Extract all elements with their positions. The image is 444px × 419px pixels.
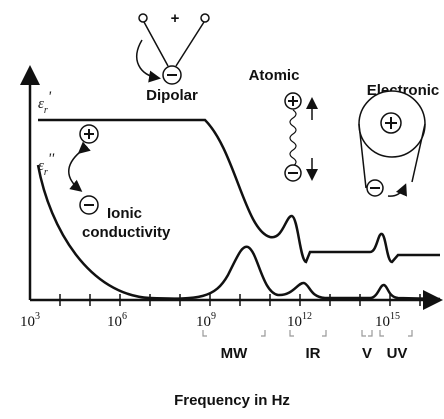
tick-base: 10 bbox=[20, 314, 35, 330]
band-label: MW bbox=[221, 345, 248, 362]
electronic-icon: Electronic bbox=[359, 82, 439, 196]
tick-base: 10 bbox=[107, 314, 122, 330]
tick-exp: 9 bbox=[211, 311, 216, 322]
plus-sign: + bbox=[171, 10, 180, 27]
diagram: εr' εr'' + Dipolar Atomic Electronic Ion… bbox=[0, 0, 444, 419]
tick-base: 10 bbox=[375, 314, 390, 330]
band-label: V bbox=[362, 345, 372, 362]
ionic-icon: Ionic conductivity bbox=[69, 125, 171, 241]
symbol-prime: '' bbox=[48, 151, 55, 167]
label: Atomic bbox=[249, 67, 300, 84]
dipolar-icon: + Dipolar bbox=[137, 10, 209, 104]
x-tick-label: 106 bbox=[107, 311, 127, 330]
x-axis-title: Frequency in Hz bbox=[174, 392, 290, 409]
symbols: εr' εr'' bbox=[38, 89, 55, 178]
symbol-sub: r bbox=[44, 167, 48, 178]
label: Dipolar bbox=[146, 87, 198, 104]
symbol-sub: r bbox=[44, 105, 48, 116]
tick-base: 10 bbox=[196, 314, 211, 330]
x-tick-label: 109 bbox=[196, 311, 216, 330]
symbol-prime: ' bbox=[48, 89, 52, 105]
x-tick-label: 1015 bbox=[375, 311, 400, 330]
tick-exp: 3 bbox=[35, 311, 40, 322]
tick-exp: 15 bbox=[390, 311, 400, 322]
tick-exp: 6 bbox=[122, 311, 127, 322]
svg-text:εr'': εr'' bbox=[38, 151, 55, 178]
label: Ionic bbox=[107, 205, 142, 222]
band-label: UV bbox=[387, 345, 408, 362]
band-brackets bbox=[203, 330, 412, 336]
label: conductivity bbox=[82, 224, 171, 241]
x-tick-label: 1012 bbox=[287, 311, 312, 330]
tick-exp: 12 bbox=[302, 311, 312, 322]
x-tick-label: 103 bbox=[20, 311, 40, 330]
band-label: IR bbox=[306, 345, 321, 362]
svg-text:εr': εr' bbox=[38, 89, 52, 116]
tick-base: 10 bbox=[287, 314, 302, 330]
atomic-icon: Atomic bbox=[249, 67, 312, 181]
